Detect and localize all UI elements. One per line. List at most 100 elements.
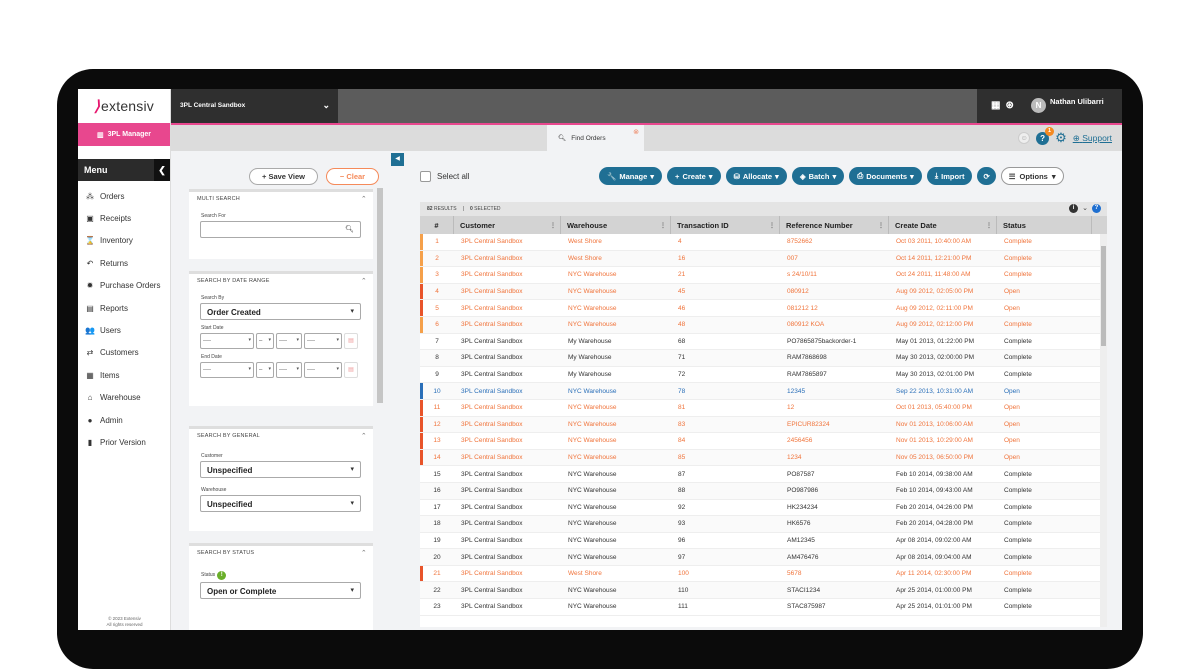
sidebar-item-warehouse[interactable]: ⌂ Warehouse bbox=[78, 387, 170, 409]
column-menu-icon[interactable]: ⋮ bbox=[878, 222, 884, 229]
status-select[interactable]: Open or Complete ▾ bbox=[200, 582, 361, 599]
info-icon[interactable]: ! bbox=[217, 571, 227, 580]
clear-button[interactable]: − Clear bbox=[326, 168, 379, 185]
column-menu-icon[interactable]: ⋮ bbox=[550, 222, 556, 229]
section-header[interactable]: SEARCH BY DATE RANGE ⌃ bbox=[189, 274, 373, 290]
collapse-filters-icon[interactable]: ◀ bbox=[391, 153, 404, 166]
end-time-select[interactable]: ---- ▾ bbox=[304, 362, 342, 378]
table-row[interactable]: 12 3PL Central Sandbox NYC Warehouse 83 EPIC… bbox=[420, 416, 1107, 434]
sidebar-item-items[interactable]: ▦ Items bbox=[78, 364, 170, 386]
environment-selector[interactable]: 3PL Central Sandbox ⌄ bbox=[171, 89, 338, 123]
table-row[interactable]: 7 3PL Central Sandbox My Warehouse 68 PO7865… bbox=[420, 334, 1107, 351]
column-header-number[interactable]: # bbox=[420, 216, 454, 234]
chevron-up-icon[interactable]: ⌃ bbox=[360, 433, 367, 440]
end-month-select[interactable]: ---- ▾ bbox=[200, 362, 254, 378]
table-row[interactable]: 10 3PL Central Sandbox NYC Warehouse 78 1234… bbox=[420, 383, 1107, 400]
calendar-icon[interactable]: ▤ bbox=[344, 333, 358, 349]
sidebar-item-orders[interactable]: ⁂ Orders bbox=[78, 185, 170, 207]
support-link[interactable]: ⊕ Support bbox=[1073, 133, 1112, 144]
info-icon[interactable]: i bbox=[1069, 204, 1079, 213]
help-icon[interactable]: ? bbox=[1092, 204, 1101, 213]
section-header[interactable]: MULTI SEARCH ⌃ bbox=[189, 192, 373, 208]
table-row[interactable]: 14 3PL Central Sandbox NYC Warehouse 85 1234… bbox=[420, 449, 1107, 467]
warehouse-select[interactable]: Unspecified ▾ bbox=[200, 495, 361, 512]
table-row[interactable]: 3 3PL Central Sandbox NYC Warehouse 21 s 24/… bbox=[420, 267, 1107, 284]
tab-find-orders[interactable]: 🔍︎ Find Orders ⊗ bbox=[547, 125, 644, 151]
sidebar-item-returns[interactable]: ↶ Returns bbox=[78, 252, 170, 274]
sidebar-item-inventory[interactable]: ⌛ Inventory bbox=[78, 230, 170, 252]
column-header-customer[interactable]: Customer ⋮ bbox=[454, 216, 561, 234]
help-icon[interactable]: ? 1 bbox=[1036, 126, 1055, 145]
sidebar-item-receipts[interactable]: ▣ Receipts bbox=[78, 207, 170, 229]
column-header-status[interactable]: Status bbox=[997, 216, 1092, 234]
table-row[interactable]: 6 3PL Central Sandbox NYC Warehouse 48 08091… bbox=[420, 316, 1107, 334]
chevron-up-icon[interactable]: ⌃ bbox=[360, 278, 367, 285]
table-row[interactable]: 11 3PL Central Sandbox NYC Warehouse 81 12 Oc… bbox=[420, 399, 1107, 417]
start-day-select[interactable]: – ▾ bbox=[256, 333, 274, 349]
search-icon[interactable]: 🔍︎ bbox=[345, 226, 354, 233]
app-switcher[interactable]: ▥ 3PL Manager bbox=[78, 123, 170, 146]
user-name[interactable]: Nathan Ulibarri bbox=[1050, 97, 1104, 106]
column-menu-icon[interactable]: ⋮ bbox=[769, 222, 775, 229]
column-menu-icon[interactable]: ⋮ bbox=[986, 222, 992, 229]
start-year-select[interactable]: ---- ▾ bbox=[276, 333, 302, 349]
import-button[interactable]: ⤓ Import bbox=[926, 167, 973, 185]
allocate-button[interactable]: ⛁ Allocate ▾ bbox=[725, 167, 787, 185]
chevron-down-icon[interactable]: ⌄ bbox=[1082, 205, 1088, 212]
manage-button[interactable]: 🔧 Manage ▾ bbox=[599, 167, 663, 185]
end-year-select[interactable]: ---- ▾ bbox=[276, 362, 302, 378]
feedback-icon[interactable]: ☺ bbox=[1018, 132, 1031, 144]
select-all-checkbox[interactable] bbox=[420, 171, 431, 182]
table-row[interactable]: 23 3PL Central Sandbox NYC Warehouse 111 STA… bbox=[420, 599, 1107, 616]
chevron-up-icon[interactable]: ⌃ bbox=[360, 196, 367, 203]
sidebar-item-users[interactable]: 👥 Users bbox=[78, 319, 170, 341]
collapse-menu-icon[interactable]: ❮ bbox=[154, 159, 170, 181]
table-row[interactable]: 18 3PL Central Sandbox NYC Warehouse 93 HK65… bbox=[420, 516, 1107, 533]
avatar[interactable]: N bbox=[1031, 98, 1046, 113]
calendar-icon[interactable]: ▤ bbox=[344, 362, 358, 378]
column-header-create-date[interactable]: Create Date ⋮ bbox=[889, 216, 997, 234]
sidebar-item-admin[interactable]: ● Admin bbox=[78, 409, 170, 431]
customer-select[interactable]: Unspecified ▾ bbox=[200, 461, 361, 478]
section-header[interactable]: SEARCH BY GENERAL ⌃ bbox=[189, 429, 373, 445]
create-button[interactable]: + Create ▾ bbox=[667, 167, 721, 185]
column-menu-icon[interactable]: ⋮ bbox=[660, 222, 666, 229]
column-header-warehouse[interactable]: Warehouse ⋮ bbox=[561, 216, 671, 234]
chevron-up-icon[interactable]: ⌃ bbox=[360, 550, 367, 557]
sidebar-item-customers[interactable]: ⇄ Customers bbox=[78, 342, 170, 364]
table-row[interactable]: 20 3PL Central Sandbox NYC Warehouse 97 AM47… bbox=[420, 549, 1107, 566]
close-tab-icon[interactable]: ⊗ bbox=[633, 129, 639, 136]
scrollbar-thumb[interactable] bbox=[1101, 246, 1106, 346]
search-by-select[interactable]: Order Created ▾ bbox=[200, 303, 361, 320]
documents-button[interactable]: ⎙ Documents ▾ bbox=[849, 167, 922, 185]
search-for-input[interactable]: 🔍︎ bbox=[200, 221, 361, 238]
grid-scrollbar[interactable] bbox=[1100, 234, 1107, 627]
table-row[interactable]: 19 3PL Central Sandbox NYC Warehouse 96 AM12… bbox=[420, 533, 1107, 550]
table-row[interactable]: 1 3PL Central Sandbox West Shore 4 8752662 Oc… bbox=[420, 234, 1107, 251]
lifebuoy-icon[interactable]: ⊛ bbox=[1005, 100, 1019, 111]
table-row[interactable]: 4 3PL Central Sandbox NYC Warehouse 45 08091… bbox=[420, 283, 1107, 301]
options-button[interactable]: ☰ Options ▾ bbox=[1000, 167, 1064, 185]
gear-icon[interactable]: ⚙ bbox=[1055, 130, 1067, 145]
sidebar-item-prior-version[interactable]: ▮ Prior Version bbox=[78, 431, 170, 453]
table-row[interactable]: 9 3PL Central Sandbox My Warehouse 72 RAM786… bbox=[420, 367, 1107, 384]
table-row[interactable]: 16 3PL Central Sandbox NYC Warehouse 88 PO98… bbox=[420, 482, 1107, 500]
sidebar-item-reports[interactable]: ▤ Reports bbox=[78, 297, 170, 319]
table-row[interactable]: 5 3PL Central Sandbox NYC Warehouse 46 08121… bbox=[420, 300, 1107, 317]
section-header[interactable]: SEARCH BY STATUS ⌃ bbox=[189, 546, 373, 562]
start-time-select[interactable]: ---- ▾ bbox=[304, 333, 342, 349]
column-header-reference-number[interactable]: Reference Number ⋮ bbox=[780, 216, 889, 234]
start-month-select[interactable]: ---- ▾ bbox=[200, 333, 254, 349]
batch-button[interactable]: ◈ Batch ▾ bbox=[791, 167, 845, 185]
extensiv-logo[interactable]: ⟩ extensiv bbox=[78, 89, 170, 123]
table-row[interactable]: 13 3PL Central Sandbox NYC Warehouse 84 2456… bbox=[420, 433, 1107, 450]
sidebar-item-purchase-orders[interactable]: ✹ Purchase Orders bbox=[78, 275, 170, 297]
table-row[interactable]: 22 3PL Central Sandbox NYC Warehouse 110 STA… bbox=[420, 582, 1107, 600]
table-row[interactable]: 21 3PL Central Sandbox West Shore 100 5678 Ap… bbox=[420, 565, 1107, 583]
table-row[interactable]: 2 3PL Central Sandbox West Shore 16 007 Oct 1… bbox=[420, 250, 1107, 268]
save-view-button[interactable]: + Save View bbox=[249, 168, 318, 185]
column-header-transaction-id[interactable]: Transaction ID ⋮ bbox=[671, 216, 780, 234]
select-all[interactable]: Select all bbox=[420, 171, 469, 182]
table-row[interactable]: 17 3PL Central Sandbox NYC Warehouse 92 HK23… bbox=[420, 500, 1107, 517]
apps-grid-icon[interactable]: ▦ bbox=[991, 100, 1006, 111]
